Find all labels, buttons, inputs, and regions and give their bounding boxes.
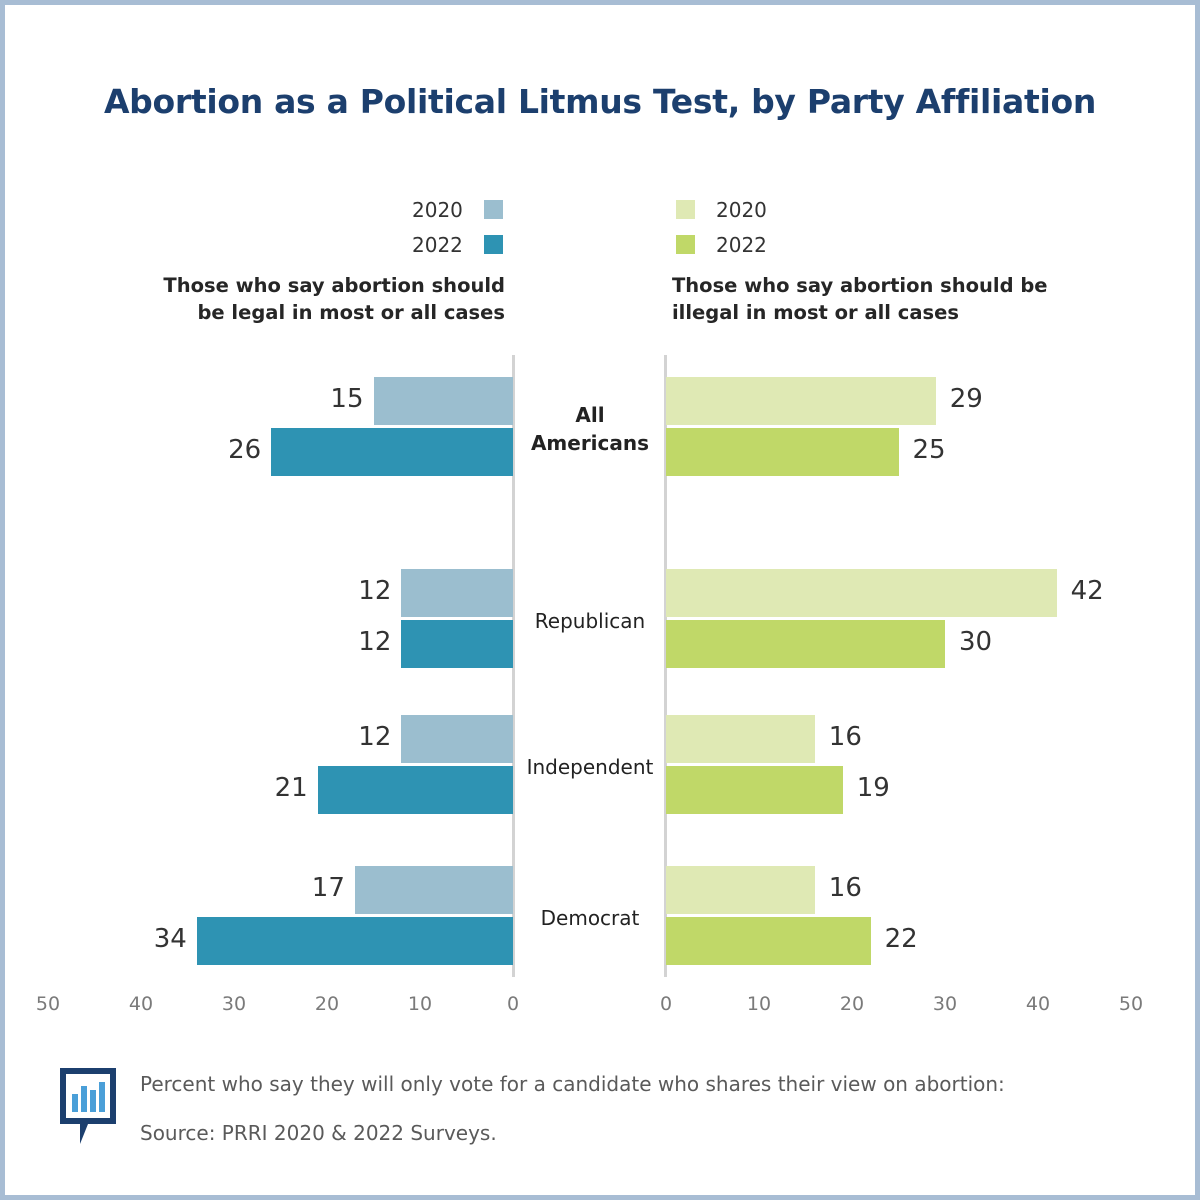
bar-left-2022-all-americans <box>271 428 513 476</box>
bar-right-2020-republican <box>666 569 1057 617</box>
right-tick-40: 40 <box>1025 993 1051 1015</box>
left-tick-40: 40 <box>128 993 154 1015</box>
chart-title: Abortion as a Political Litmus Test, by … <box>103 82 1097 121</box>
left-tick-30: 30 <box>221 993 247 1015</box>
right-axis-line <box>664 355 667 977</box>
bar-right-2022-independent <box>666 766 843 814</box>
category-label-republican: Republican <box>534 609 646 633</box>
value-label-right-2020-democrat: 16 <box>828 873 862 903</box>
legend-left-2020-swatch <box>484 200 503 219</box>
right-tick-20: 20 <box>839 993 865 1015</box>
bar-left-2020-independent <box>401 715 513 763</box>
left-tick-10: 10 <box>407 993 433 1015</box>
category-label-independent: Independent <box>526 755 654 779</box>
value-label-left-2022-independent: 21 <box>274 773 308 803</box>
right-tick-50: 50 <box>1118 993 1144 1015</box>
value-label-right-2022-all-americans: 25 <box>912 435 946 465</box>
right-panel-header: Those who say abortion should be illegal… <box>672 274 1048 324</box>
left-tick-0: 0 <box>506 993 520 1015</box>
left-tick-50: 50 <box>35 993 61 1015</box>
footer-note: Percent who say they will only vote for … <box>140 1072 1005 1096</box>
value-label-left-2022-all-americans: 26 <box>228 435 262 465</box>
category-label-democrat: Democrat <box>540 906 640 930</box>
left-panel-header: Those who say abortion should be legal i… <box>163 274 505 324</box>
value-label-left-2022-republican: 12 <box>358 627 392 657</box>
value-label-left-2022-democrat: 34 <box>153 924 187 954</box>
left-axis-line <box>512 355 515 977</box>
legend-left-2022-swatch <box>484 235 503 254</box>
right-tick-30: 30 <box>932 993 958 1015</box>
legend-right-2022-swatch <box>676 235 695 254</box>
bar-left-2020-republican <box>401 569 513 617</box>
footer-source: Source: PRRI 2020 & 2022 Surveys. <box>140 1121 497 1145</box>
value-label-right-2022-republican: 30 <box>959 627 993 657</box>
legend-left-2022-label: 2022 <box>412 233 463 257</box>
bar-left-2022-democrat <box>196 917 513 965</box>
prri-logo-icon <box>60 1068 116 1144</box>
legend-right-2020-swatch <box>676 200 695 219</box>
value-label-left-2020-republican: 12 <box>358 576 392 606</box>
bar-left-2022-independent <box>317 766 513 814</box>
value-label-right-2020-republican: 42 <box>1070 576 1104 606</box>
value-label-left-2020-democrat: 17 <box>311 873 345 903</box>
category-label-all-americans: All Americans <box>530 403 650 455</box>
value-label-right-2022-democrat: 22 <box>884 924 918 954</box>
bar-left-2020-democrat <box>354 866 513 914</box>
bar-right-2020-democrat <box>666 866 815 914</box>
left-tick-20: 20 <box>314 993 340 1015</box>
bar-right-2020-all-americans <box>666 377 936 425</box>
bar-right-2020-independent <box>666 715 815 763</box>
bar-right-2022-democrat <box>666 917 871 965</box>
value-label-left-2020-all-americans: 15 <box>330 384 364 414</box>
legend-left-2020-label: 2020 <box>412 198 463 222</box>
legend-right-2022-label: 2022 <box>716 233 767 257</box>
bar-left-2020-all-americans <box>373 377 513 425</box>
value-label-left-2020-independent: 12 <box>358 722 392 752</box>
bar-right-2022-all-americans <box>666 428 899 476</box>
right-tick-0: 0 <box>659 993 673 1015</box>
bar-left-2022-republican <box>401 620 513 668</box>
legend-right-2020-label: 2020 <box>716 198 767 222</box>
value-label-right-2022-independent: 19 <box>856 773 890 803</box>
bar-right-2022-republican <box>666 620 945 668</box>
right-tick-10: 10 <box>746 993 772 1015</box>
value-label-right-2020-all-americans: 29 <box>949 384 983 414</box>
value-label-right-2020-independent: 16 <box>828 722 862 752</box>
